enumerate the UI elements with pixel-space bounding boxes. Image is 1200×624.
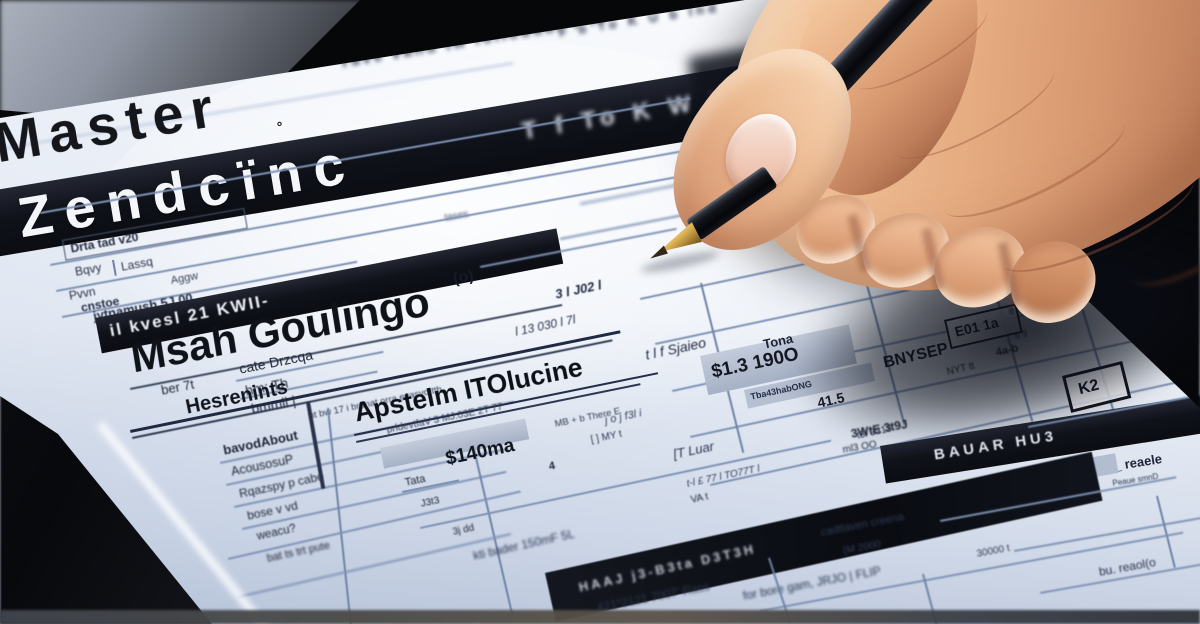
form-header-glyphs-c: F b To K U b Ind [557, 0, 721, 40]
form-price-text: $1.3 190O [709, 343, 801, 383]
desk-front-edge [0, 610, 1200, 624]
